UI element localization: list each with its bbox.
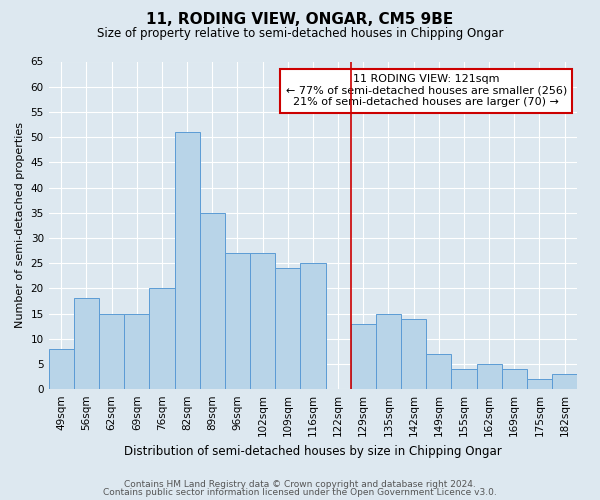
Bar: [275, 268, 301, 389]
X-axis label: Distribution of semi-detached houses by size in Chipping Ongar: Distribution of semi-detached houses by …: [124, 444, 502, 458]
Bar: [451, 369, 476, 389]
Bar: [99, 314, 124, 389]
Bar: [74, 298, 99, 389]
Bar: [250, 253, 275, 389]
Bar: [401, 318, 426, 389]
Bar: [175, 132, 200, 389]
Text: Contains public sector information licensed under the Open Government Licence v3: Contains public sector information licen…: [103, 488, 497, 497]
Bar: [149, 288, 175, 389]
Text: 11, RODING VIEW, ONGAR, CM5 9BE: 11, RODING VIEW, ONGAR, CM5 9BE: [146, 12, 454, 28]
Text: Size of property relative to semi-detached houses in Chipping Ongar: Size of property relative to semi-detach…: [97, 28, 503, 40]
Text: 11 RODING VIEW: 121sqm
← 77% of semi-detached houses are smaller (256)
21% of se: 11 RODING VIEW: 121sqm ← 77% of semi-det…: [286, 74, 567, 108]
Bar: [49, 349, 74, 389]
Bar: [476, 364, 502, 389]
Bar: [502, 369, 527, 389]
Bar: [376, 314, 401, 389]
Bar: [124, 314, 149, 389]
Text: Contains HM Land Registry data © Crown copyright and database right 2024.: Contains HM Land Registry data © Crown c…: [124, 480, 476, 489]
Bar: [527, 379, 552, 389]
Bar: [426, 354, 451, 389]
Bar: [351, 324, 376, 389]
Y-axis label: Number of semi-detached properties: Number of semi-detached properties: [15, 122, 25, 328]
Bar: [552, 374, 577, 389]
Bar: [200, 212, 225, 389]
Bar: [301, 263, 326, 389]
Bar: [225, 253, 250, 389]
